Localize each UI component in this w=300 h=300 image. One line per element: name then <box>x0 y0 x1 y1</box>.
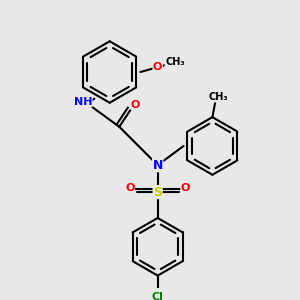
Text: Cl: Cl <box>152 292 164 300</box>
Text: O: O <box>131 100 140 110</box>
Text: O: O <box>181 183 190 193</box>
Text: S: S <box>153 185 162 199</box>
Text: NH: NH <box>74 97 92 107</box>
Text: O: O <box>153 62 162 72</box>
Text: O: O <box>125 183 134 193</box>
Text: CH₃: CH₃ <box>165 57 185 68</box>
Text: CH₃: CH₃ <box>208 92 228 102</box>
Text: N: N <box>152 159 163 172</box>
